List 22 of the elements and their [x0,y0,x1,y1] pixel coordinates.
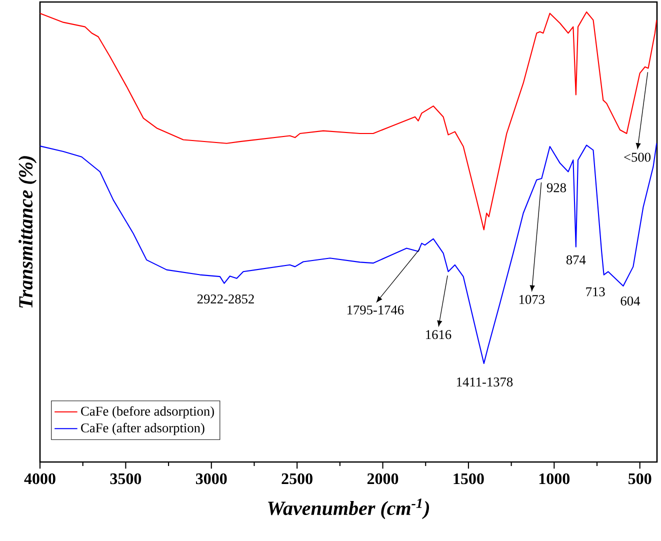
y-axis-title: Transmittance (%) [18,156,37,308]
annotation: 2922-2852 [197,294,254,304]
annotation: 874 [566,255,586,264]
annotation: 604 [620,296,640,306]
x-tick-label: 1500 [454,473,484,484]
x-tick-label: 2000 [367,473,398,484]
x-tick-label: 2500 [282,473,312,484]
x-tick-label: 1000 [539,473,570,484]
x-tick-label: 500 [628,473,652,484]
legend-label: CaFe (before adsorption) [81,406,214,418]
legend-label: CaFe (after adsorption) [81,422,204,436]
x-axis-title: Wavenumber (cm$^{-1}$) [268,498,430,520]
annotation: <500 [624,152,651,162]
annotation: 1073 [519,294,544,304]
annotation: 928 [546,183,566,192]
annotation: 713 [586,287,605,296]
annotation: 1411-1378 [456,377,513,386]
annotation: 1795-1746 [347,306,404,314]
x-tick-label: 4000 [24,473,56,484]
x-tick-label: 3500 [110,473,142,484]
x-tick-label: 3000 [196,473,227,484]
annotation: 1616 [426,330,452,340]
